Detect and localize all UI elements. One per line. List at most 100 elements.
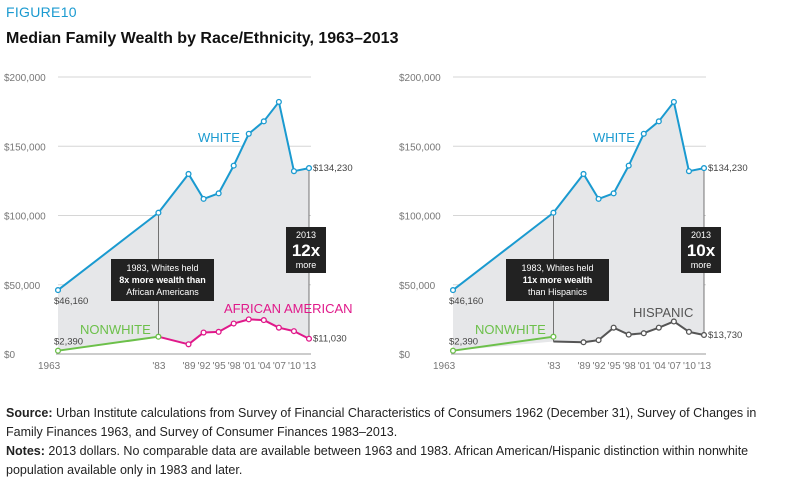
annotation-2013-more: more	[691, 260, 712, 270]
source-line: Source: Urban Institute calculations fro…	[6, 404, 781, 442]
x-tick-label: '98	[623, 361, 636, 372]
x-tick-label: 1963	[433, 361, 456, 372]
source-text: Urban Institute calculations from Survey…	[6, 406, 757, 439]
minority-point	[580, 339, 587, 346]
white-end-label: $134,230	[313, 163, 353, 174]
series-label-minority: AFRICAN AMERICAN	[224, 301, 353, 316]
white-point	[305, 165, 313, 172]
x-tick-label: '04	[653, 361, 666, 372]
white-point	[275, 98, 282, 105]
x-tick-label: '04	[258, 361, 271, 372]
source-notes: Source: Urban Institute calculations fro…	[6, 404, 781, 480]
y-tick-label: $50,000	[399, 281, 436, 292]
white-point	[700, 165, 708, 172]
minority-point	[305, 335, 313, 342]
annotation-2013-multiple: 10x	[687, 241, 716, 260]
white-point	[580, 170, 587, 177]
annotation-2013-year: 2013	[691, 230, 711, 240]
minority-point	[275, 324, 282, 331]
minority-point	[610, 324, 617, 331]
nonwhite-line	[452, 335, 554, 352]
nonwhite-start-label: $2,390	[449, 337, 478, 348]
minority-point	[215, 328, 222, 335]
series-label-nonwhite: NONWHITE	[80, 322, 151, 337]
minority-point	[185, 341, 192, 348]
x-tick-label: '95	[213, 361, 226, 372]
y-tick-label: $50,000	[4, 281, 41, 292]
minority-point	[245, 316, 252, 323]
figure-label: FIGURE10	[6, 4, 77, 20]
annotation-1983-box	[111, 259, 214, 301]
minority-point	[685, 328, 692, 335]
annotation-1983-line: 8x more wealth than	[119, 275, 206, 285]
nonwhite-line	[57, 335, 159, 352]
x-tick-label: '13	[698, 361, 711, 372]
white-point	[200, 195, 207, 202]
white-point	[245, 130, 252, 137]
notes-line: Notes: 2013 dollars. No comparable data …	[6, 442, 781, 480]
x-tick-label: '95	[608, 361, 621, 372]
chart-title: Median Family Wealth by Race/Ethnicity, …	[6, 30, 399, 47]
y-tick-label: $100,000	[4, 212, 46, 223]
annotation-2013-multiple: 12x	[292, 241, 321, 260]
nonwhite-point	[54, 347, 62, 354]
x-tick-label: '07	[273, 361, 286, 372]
white-point	[290, 168, 297, 175]
annotation-2013-more: more	[296, 260, 317, 270]
minority-point	[640, 330, 647, 337]
source-label: Source:	[6, 406, 53, 420]
minority-point	[230, 320, 237, 327]
chart-african-american: $0 $50,000 $100,000 $150,000 $200,000 1963 '83…	[4, 73, 353, 372]
nonwhite-point	[449, 347, 457, 354]
notes-label: Notes:	[6, 444, 45, 458]
white-point	[685, 168, 692, 175]
annotation-1983-line: 11x more wealth	[523, 275, 593, 285]
white-end-label: $134,230	[708, 163, 748, 174]
series-label-nonwhite: NONWHITE	[475, 322, 546, 337]
y-tick-label: $200,000	[4, 73, 46, 84]
minority-point	[595, 337, 602, 344]
x-tick-label: '89	[578, 361, 591, 372]
white-point	[610, 190, 617, 197]
minority-line	[158, 318, 310, 346]
chart-hispanic: $0 $50,000 $100,000 $150,000 $200,000 1963 '83…	[399, 73, 748, 372]
nonwhite-point	[550, 333, 557, 340]
annotation-2013-box	[286, 227, 326, 273]
nonwhite-start-label: $2,390	[54, 337, 83, 348]
x-tick-label: '01	[243, 361, 256, 372]
minority-line	[553, 320, 705, 344]
minority-end-label: $11,030	[313, 334, 347, 345]
x-tick-label: '92	[198, 361, 211, 372]
minority-end-label: $13,730	[708, 330, 742, 341]
annotation-2013-year: 2013	[296, 230, 316, 240]
y-tick-label: $0	[4, 350, 16, 361]
notes-text: 2013 dollars. No comparable data are ava…	[6, 444, 749, 477]
series-label-white: WHITE	[593, 130, 635, 145]
x-tick-label: '92	[593, 361, 606, 372]
x-tick-label: '98	[228, 361, 241, 372]
y-tick-label: $200,000	[399, 73, 441, 84]
white-point	[655, 118, 662, 125]
y-tick-label: $150,000	[399, 142, 441, 153]
x-tick-label: '07	[668, 361, 681, 372]
x-tick-label: 1963	[38, 361, 61, 372]
annotation-1983-box	[506, 259, 609, 301]
x-tick-label: '10	[288, 361, 301, 372]
annotation-1983-line: than Hispanics	[528, 287, 588, 297]
white-start-label: $46,160	[54, 296, 88, 307]
y-tick-label: $150,000	[4, 142, 46, 153]
annotation-2013-box	[681, 227, 721, 273]
minority-point	[670, 318, 677, 325]
white-point	[230, 162, 237, 169]
x-tick-label: '83	[152, 361, 165, 372]
x-tick-label: '10	[683, 361, 696, 372]
annotation-1983-line: 1983, Whites held	[126, 263, 198, 273]
x-tick-label: '13	[303, 361, 316, 372]
white-point	[449, 287, 457, 294]
x-tick-label: '01	[638, 361, 651, 372]
white-point	[155, 209, 162, 216]
annotation-1983-line: 1983, Whites held	[521, 263, 593, 273]
white-point	[640, 130, 647, 137]
minority-point	[655, 324, 662, 331]
white-point	[185, 170, 192, 177]
